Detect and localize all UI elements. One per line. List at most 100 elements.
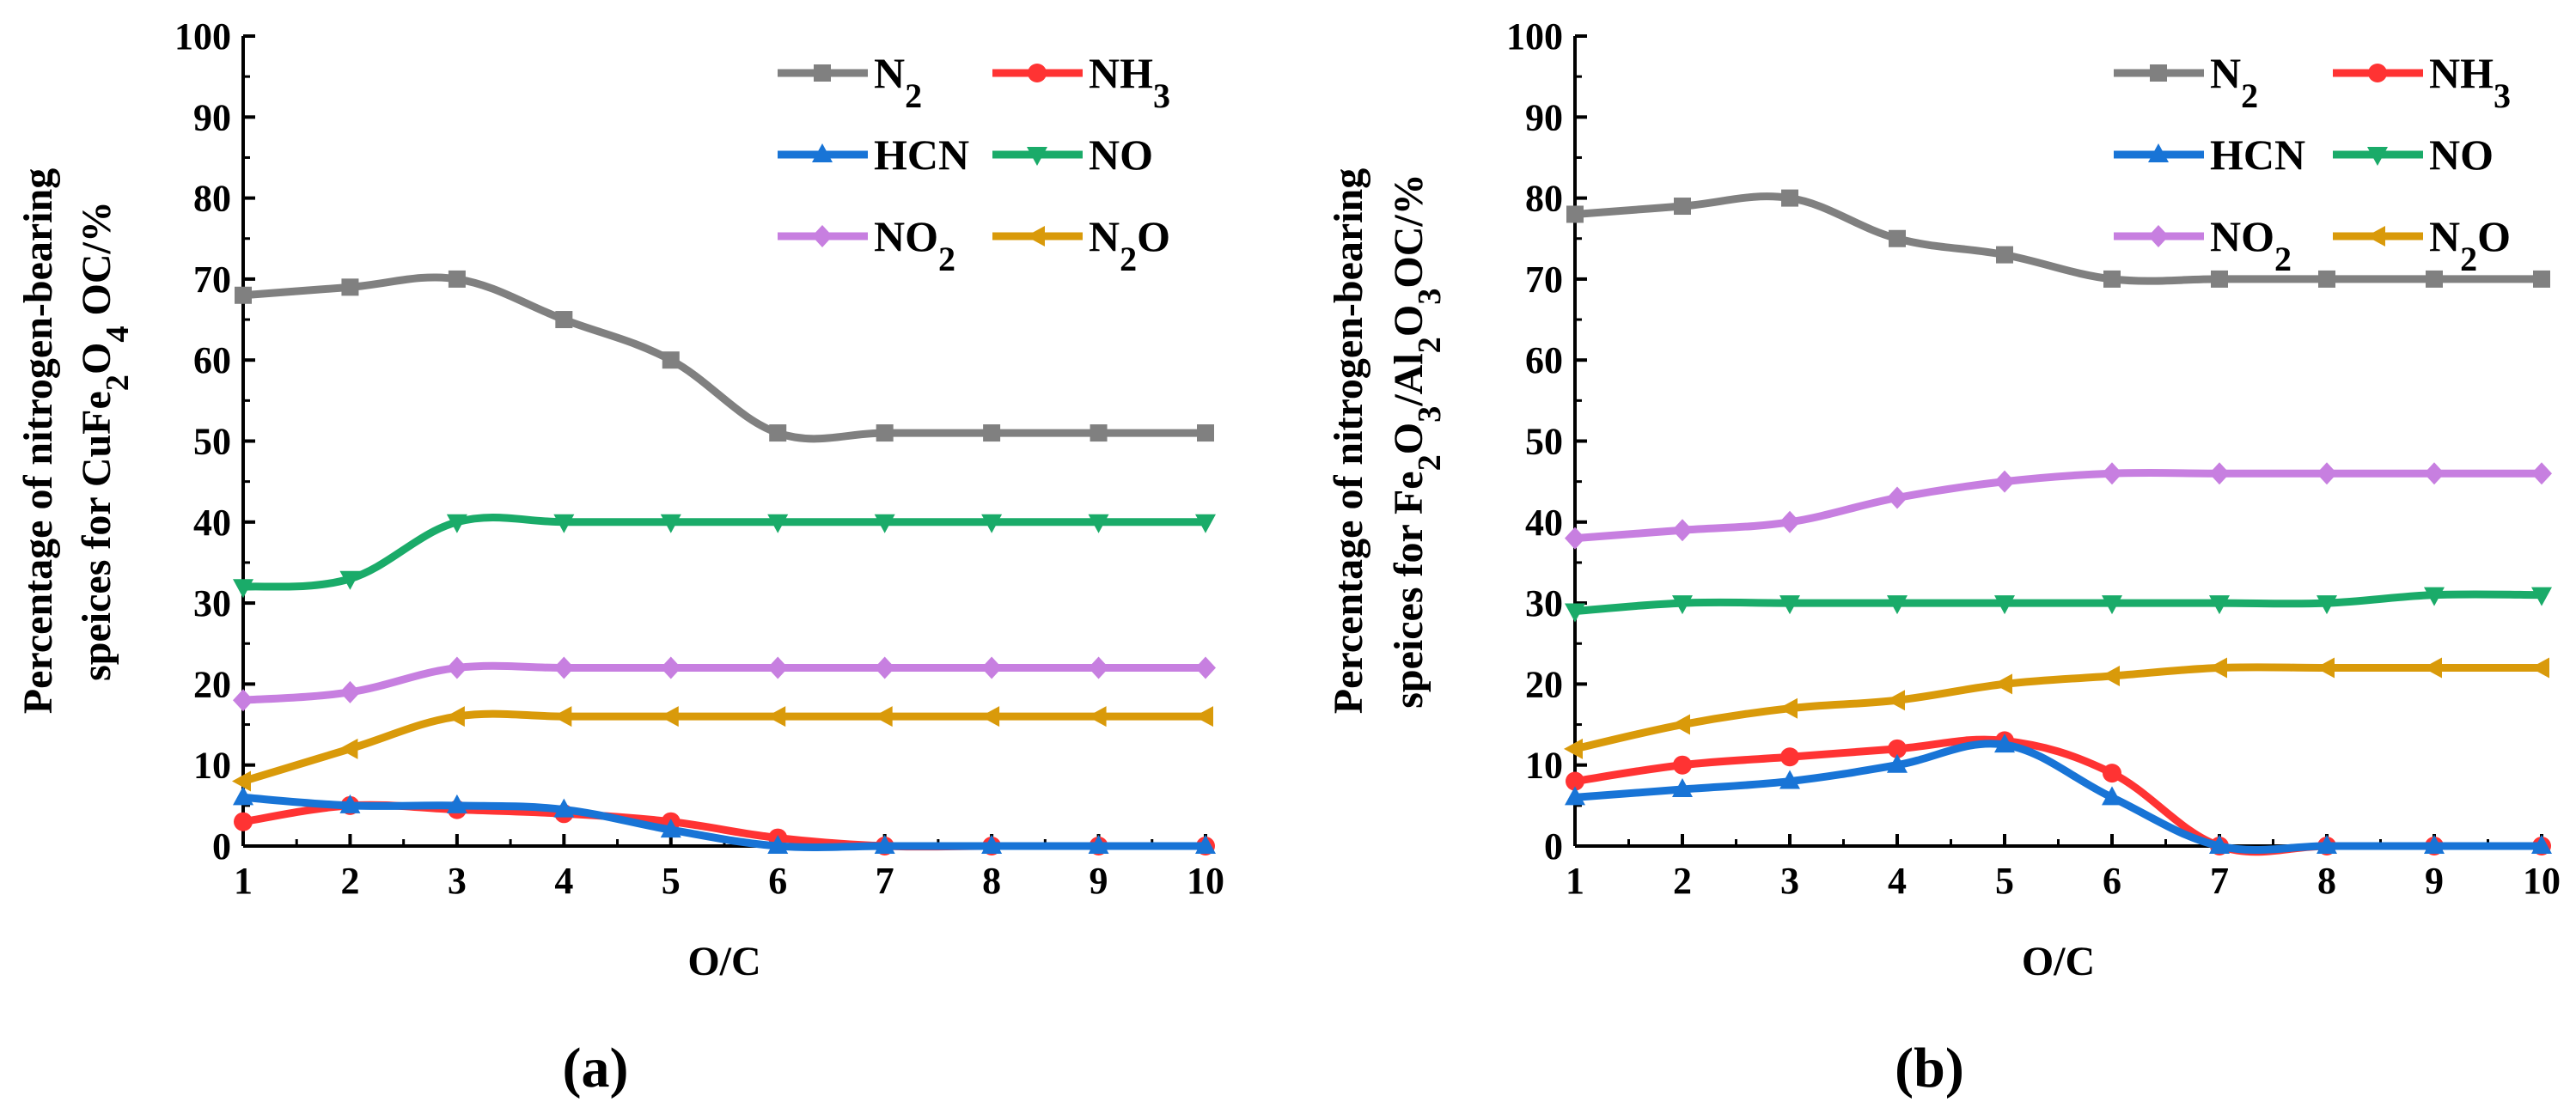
data-point-no2 (1672, 519, 1693, 542)
data-point-nh3 (1566, 771, 1584, 791)
data-point-n2 (1781, 189, 1798, 207)
x-tick-label: 9 (1090, 860, 1108, 902)
y-tick-label: 40 (1525, 502, 1563, 544)
data-point-no2 (1887, 486, 1908, 509)
legend-swatch-marker (1026, 226, 1045, 247)
legend-item-no: NO (992, 131, 1153, 179)
series-n2o (1564, 657, 2549, 759)
y-tick-label: 70 (193, 259, 231, 301)
legend-label: NH3 (1089, 49, 1170, 115)
series-n2o (232, 706, 1213, 792)
data-point-no (1565, 603, 1585, 623)
data-point-n2 (555, 311, 573, 329)
data-point-n2o (339, 738, 358, 759)
x-tick-label: 8 (982, 860, 1001, 902)
x-tick-label: 6 (2103, 860, 2121, 902)
legend-swatch-marker (2367, 147, 2388, 166)
data-point-hcn (1195, 835, 1216, 854)
data-point-hcn (2317, 835, 2337, 854)
data-point-nh3 (234, 812, 253, 831)
legend-swatch-marker (814, 64, 831, 82)
data-point-n2o (552, 706, 572, 728)
series-line-n2 (1574, 192, 2542, 285)
data-point-no2 (874, 656, 895, 679)
series-line-no2 (1574, 468, 2542, 543)
x-axis-label: O/C (687, 939, 760, 984)
data-point-n2 (235, 286, 252, 304)
data-point-no2 (1565, 527, 1585, 550)
data-point-hcn (339, 794, 361, 813)
data-point-n2o (659, 706, 679, 728)
legend-item-hcn: HCN (778, 131, 969, 179)
x-tick-label: 2 (1673, 860, 1692, 902)
data-point-hcn (767, 835, 789, 854)
data-point-n2 (983, 424, 1001, 442)
legend-swatch-marker (2368, 64, 2387, 82)
data-point-nh3 (1888, 739, 1907, 758)
data-point-n2 (769, 424, 787, 442)
data-point-no (2317, 595, 2337, 615)
data-point-no (1088, 514, 1109, 533)
legend-item-n2: N2 (2114, 49, 2258, 115)
y-tick-label: 50 (1525, 421, 1563, 463)
legend-label: HCN (2210, 131, 2305, 179)
data-point-n2 (1090, 424, 1108, 442)
panel-label: (a) (563, 1037, 629, 1099)
y-tick-label: 70 (1525, 259, 1563, 301)
legend-swatch-marker (1028, 64, 1047, 82)
data-point-no (660, 514, 681, 533)
series-no2 (1565, 462, 2552, 550)
legend-swatch-marker (812, 143, 833, 162)
x-tick-label: 7 (2210, 860, 2229, 902)
legend-swatch-marker (2366, 226, 2385, 247)
data-point-no2 (339, 680, 361, 703)
data-point-no (767, 514, 789, 533)
legend: N2 NH3 HCN NO NO2 N2O (2114, 49, 2511, 278)
legend-item-no: NO (2333, 131, 2494, 179)
y-tick-label: 0 (212, 825, 231, 868)
data-point-hcn (1779, 770, 1800, 789)
data-point-nh3 (1780, 747, 1799, 767)
data-point-n2 (448, 270, 466, 288)
y-tick-label: 50 (193, 421, 231, 463)
y-tick-label: 10 (193, 745, 231, 787)
y-tick-label: 100 (174, 15, 231, 58)
data-point-nh3 (2103, 764, 2121, 783)
x-tick-label: 5 (662, 860, 681, 902)
x-tick-label: 10 (2523, 860, 2561, 902)
data-point-n2 (1566, 205, 1584, 223)
x-tick-label: 9 (2425, 860, 2444, 902)
x-tick-label: 3 (1780, 860, 1799, 902)
legend-label: N2O (1089, 212, 1170, 278)
y-axis-label-line2: speices for CuFe2O4 OC/% (74, 201, 136, 681)
y-tick-label: 80 (1525, 178, 1563, 220)
data-point-hcn (2531, 835, 2552, 854)
series-line-no (1574, 590, 2542, 616)
legend-swatch-marker (1027, 147, 1047, 166)
data-point-n2o (1564, 738, 1583, 759)
x-tick-label: 2 (340, 860, 359, 902)
series-no2 (233, 656, 1216, 712)
data-point-n2o (1087, 706, 1107, 728)
series-line-nh3 (1574, 735, 2542, 856)
series-line-no (242, 514, 1206, 591)
data-point-n2 (1197, 424, 1214, 442)
legend-label: NO (2429, 131, 2494, 179)
y-tick-label: 20 (1525, 663, 1563, 705)
data-point-hcn (446, 794, 467, 813)
data-point-no2 (1779, 510, 1800, 533)
data-point-hcn (2424, 835, 2445, 854)
data-point-no (1994, 595, 2015, 615)
y-tick-label: 90 (1525, 96, 1563, 138)
series-line-n2o (241, 709, 1206, 785)
series-line-hcn (242, 793, 1206, 852)
data-point-n2o (232, 770, 251, 792)
data-point-n2 (2426, 270, 2443, 288)
y-tick-label: 20 (193, 663, 231, 705)
legend-item-nh3: NH3 (2333, 49, 2511, 115)
legend-item-n2o: N2O (2333, 212, 2511, 278)
data-point-n2 (2533, 270, 2550, 288)
y-axis-label-line2: speices for Fe2O3/Al2O3OC/% (1386, 174, 1448, 709)
legend-item-hcn: HCN (2114, 131, 2305, 179)
legend-label: NH3 (2429, 49, 2511, 115)
